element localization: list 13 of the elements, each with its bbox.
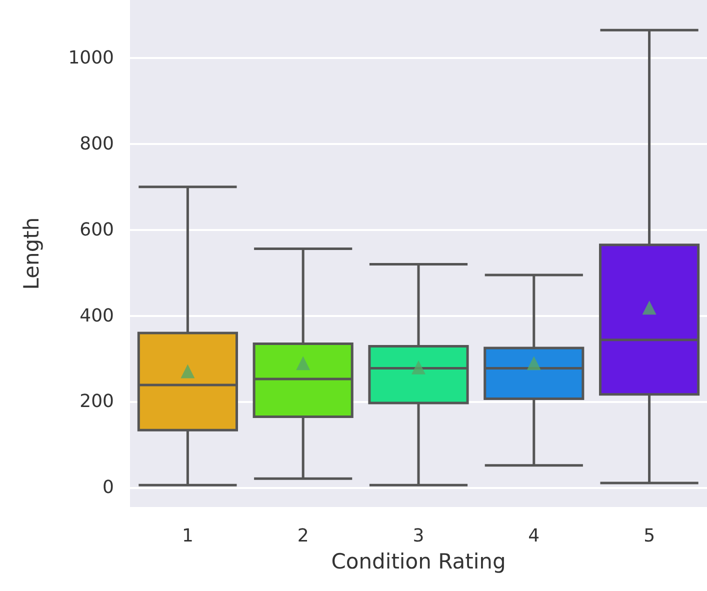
y-tick-label: 200 — [80, 391, 114, 412]
x-tick-label: 3 — [412, 526, 424, 546]
x-axis-title: Condition Rating — [331, 550, 506, 574]
x-tick-label: 5 — [644, 526, 656, 546]
y-tick-label: 400 — [80, 305, 114, 326]
y-axis-title: Length — [20, 217, 44, 290]
x-tick-label: 4 — [528, 526, 540, 546]
y-tick-label: 600 — [80, 219, 114, 240]
y-tick-label: 800 — [80, 133, 114, 154]
x-tick-label: 2 — [297, 526, 309, 546]
x-tick-label: 1 — [182, 526, 194, 546]
y-tick-label: 0 — [102, 477, 114, 498]
y-tick-label: 1000 — [68, 48, 114, 69]
